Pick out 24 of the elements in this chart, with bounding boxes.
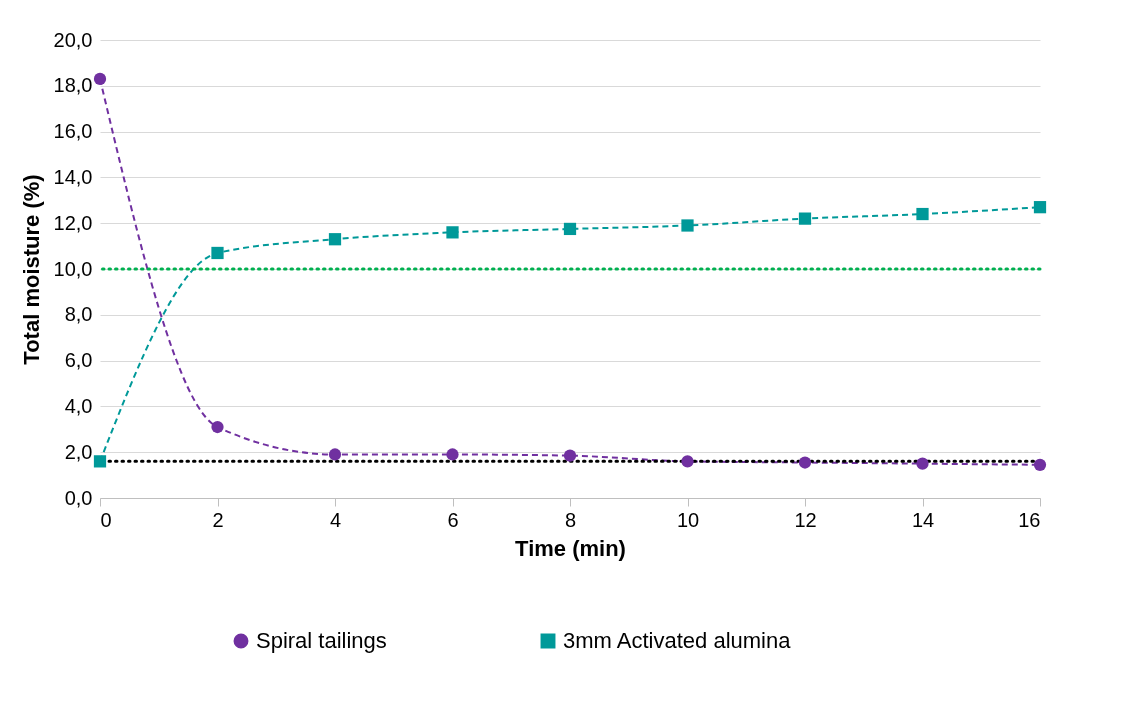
y-tick-label: 4,0	[64, 394, 93, 417]
x-tick-label: 10	[676, 508, 700, 531]
y-tick-label: 10,0	[53, 257, 93, 280]
y-tick-label: 18,0	[53, 74, 93, 97]
y-tick-label: 8,0	[64, 303, 93, 326]
x-axis-title: Time (min)	[515, 535, 626, 561]
x-tick-label: 0	[100, 508, 112, 531]
x-tick-label: 8	[564, 508, 577, 531]
y-tick-label: 2,0	[64, 440, 93, 463]
y-tick-label: 16,0	[53, 120, 93, 143]
y-axis-title: Total moisture (%)	[18, 174, 44, 365]
y-tick-label: 20,0	[53, 28, 93, 51]
x-tick-label: 6	[447, 508, 459, 531]
legend-label: 3mm Activated alumina	[563, 628, 792, 653]
x-tick-label: 2	[212, 508, 224, 531]
y-tick-label: 6,0	[64, 349, 93, 372]
x-tick-label: 12	[794, 508, 817, 531]
y-tick-label: 14,0	[53, 165, 93, 188]
x-tick-label: 16	[1018, 508, 1041, 531]
x-tick-label: 14	[911, 508, 935, 531]
legend-label: Spiral tailings	[256, 628, 387, 653]
y-tick-label: 0,0	[64, 486, 93, 509]
x-tick-label: 4	[329, 508, 342, 531]
y-tick-label: 12,0	[53, 211, 93, 234]
